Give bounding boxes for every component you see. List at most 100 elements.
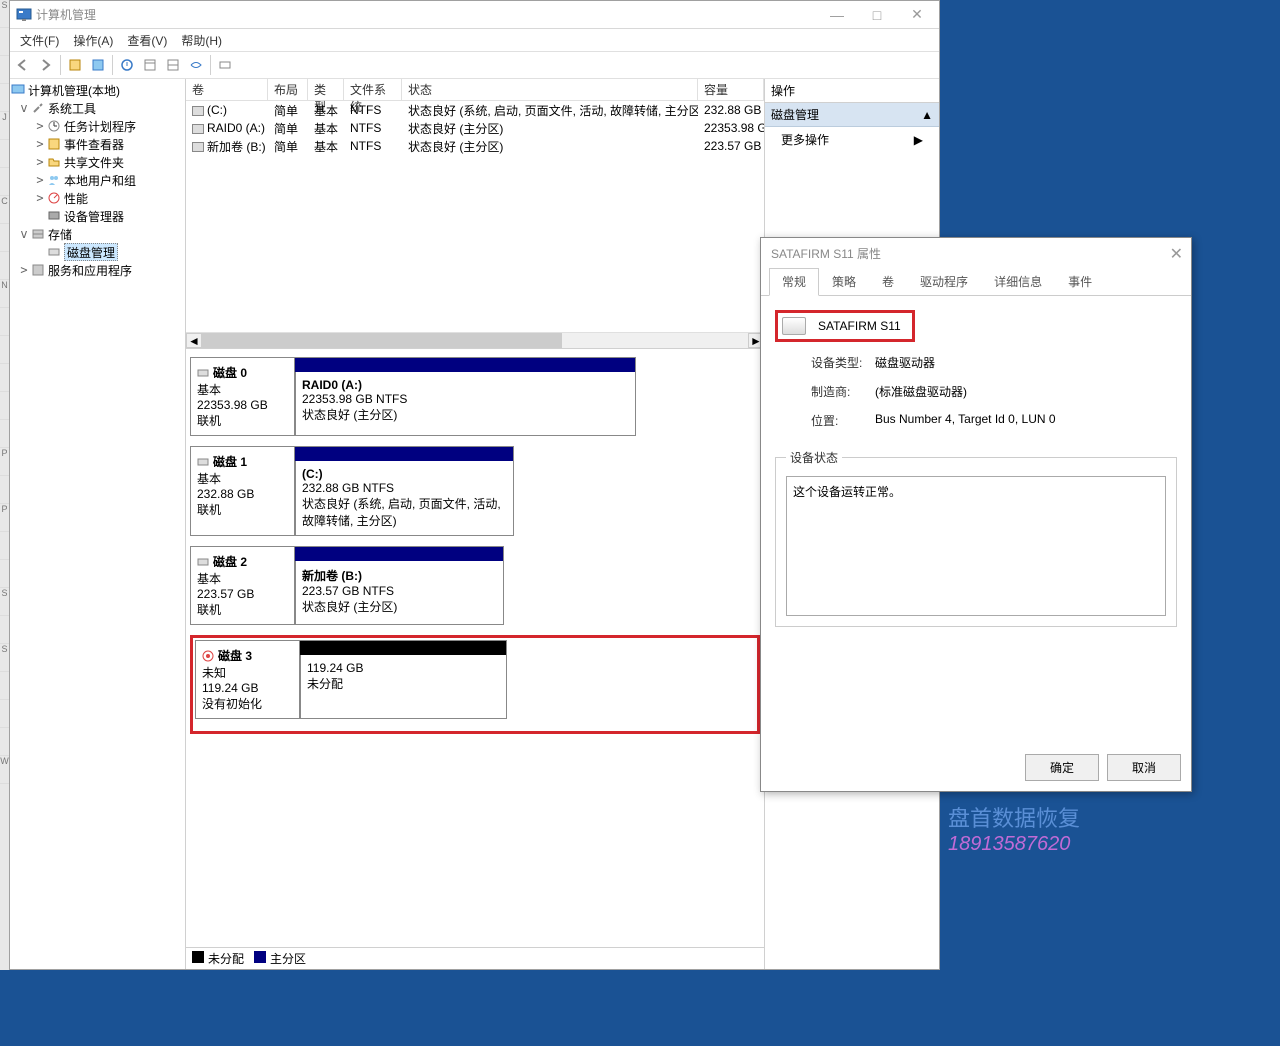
- volume-row[interactable]: (C:)简单基本NTFS状态良好 (系统, 启动, 页面文件, 活动, 故障转储…: [186, 101, 764, 119]
- tab-driver[interactable]: 驱动程序: [907, 268, 981, 295]
- expand-icon[interactable]: >: [34, 155, 46, 169]
- col-fs[interactable]: 文件系统: [344, 79, 402, 100]
- prop-device-type: 设备类型: 磁盘驱动器: [775, 354, 1177, 371]
- collapse-icon[interactable]: v: [18, 227, 30, 241]
- disk-partition[interactable]: 119.24 GB未分配: [300, 641, 506, 718]
- volume-table[interactable]: 卷 布局 类型 文件系统 状态 容量 (C:)简单基本NTFS状态良好 (系统,…: [186, 79, 764, 349]
- col-status[interactable]: 状态: [402, 79, 698, 100]
- tab-details[interactable]: 详细信息: [981, 268, 1055, 295]
- storage-icon: [30, 226, 46, 242]
- device-header: SATAFIRM S11: [775, 310, 915, 342]
- tool-icon-4[interactable]: [139, 54, 161, 76]
- disk-info: 磁盘 1基本232.88 GB联机: [191, 447, 295, 535]
- tree-system-tools[interactable]: v 系统工具: [10, 99, 185, 117]
- ide-left-strip: SJCNPPSSW: [0, 0, 9, 970]
- dialog-title[interactable]: SATAFIRM S11 属性: [761, 238, 1191, 268]
- status-textbox[interactable]: 这个设备运转正常。: [786, 476, 1166, 616]
- tool-icon-6[interactable]: [185, 54, 207, 76]
- tab-general[interactable]: 常规: [769, 268, 819, 296]
- disk-drive-icon: [782, 317, 806, 335]
- tool-icon-5[interactable]: [162, 54, 184, 76]
- actions-group[interactable]: 磁盘管理 ▲: [765, 103, 939, 127]
- expand-icon[interactable]: >: [18, 263, 30, 277]
- scroll-thumb[interactable]: [202, 333, 562, 348]
- maximize-button[interactable]: □: [857, 1, 897, 28]
- col-layout[interactable]: 布局: [268, 79, 308, 100]
- forward-button[interactable]: [35, 54, 57, 76]
- tab-volume[interactable]: 卷: [869, 268, 907, 295]
- tab-policy[interactable]: 策略: [819, 268, 869, 295]
- disk-partition[interactable]: RAID0 (A:)22353.98 GB NTFS状态良好 (主分区): [295, 358, 635, 435]
- disk-partition[interactable]: (C:)232.88 GB NTFS状态良好 (系统, 启动, 页面文件, 活动…: [295, 447, 513, 535]
- disk-block[interactable]: 磁盘 2基本223.57 GB联机新加卷 (B:)223.57 GB NTFS状…: [190, 546, 504, 625]
- col-type[interactable]: 类型: [308, 79, 344, 100]
- disk-block[interactable]: 磁盘 1基本232.88 GB联机(C:)232.88 GB NTFS状态良好 …: [190, 446, 514, 536]
- minimize-button[interactable]: —: [817, 1, 857, 28]
- event-icon: [46, 136, 62, 152]
- main-panel: 卷 布局 类型 文件系统 状态 容量 (C:)简单基本NTFS状态良好 (系统,…: [186, 79, 765, 969]
- close-button[interactable]: ✕: [897, 1, 937, 28]
- disk-icon: [46, 244, 62, 260]
- watermark: 盘首数据恢复 18913587620: [948, 801, 1080, 856]
- submenu-icon: ▶: [914, 133, 923, 147]
- prop-manufacturer: 制造商: (标准磁盘驱动器): [775, 383, 1177, 400]
- collapse-icon[interactable]: v: [18, 101, 30, 115]
- tab-events[interactable]: 事件: [1055, 268, 1105, 295]
- expand-icon[interactable]: >: [34, 119, 46, 133]
- tree-event-viewer[interactable]: > 事件查看器: [10, 135, 185, 153]
- app-icon: [16, 7, 32, 23]
- menu-action[interactable]: 操作(A): [67, 30, 119, 51]
- col-volume[interactable]: 卷: [186, 79, 268, 100]
- folder-icon: [46, 154, 62, 170]
- disk-block[interactable]: 磁盘 0基本22353.98 GB联机RAID0 (A:)22353.98 GB…: [190, 357, 636, 436]
- tools-icon: [30, 100, 46, 116]
- titlebar[interactable]: 计算机管理 — □ ✕: [10, 1, 939, 29]
- performance-icon: [46, 190, 62, 206]
- volume-row[interactable]: 新加卷 (B:)简单基本NTFS状态良好 (主分区)223.57 GB: [186, 137, 764, 155]
- back-button[interactable]: [12, 54, 34, 76]
- dialog-tabs: 常规 策略 卷 驱动程序 详细信息 事件: [761, 268, 1191, 296]
- tool-icon-2[interactable]: [87, 54, 109, 76]
- menu-file[interactable]: 文件(F): [14, 30, 65, 51]
- device-status-group: 设备状态 这个设备运转正常。: [775, 449, 1177, 627]
- legend: 未分配 主分区: [186, 947, 764, 969]
- tree-performance[interactable]: > 性能: [10, 189, 185, 207]
- cancel-button[interactable]: 取消: [1107, 754, 1181, 781]
- tree-services[interactable]: > 服务和应用程序: [10, 261, 185, 279]
- collapse-icon[interactable]: ▲: [921, 108, 933, 122]
- device-icon: [46, 208, 62, 224]
- disk-partition[interactable]: 新加卷 (B:)223.57 GB NTFS状态良好 (主分区): [295, 547, 503, 624]
- toolbar: [10, 51, 939, 79]
- menu-view[interactable]: 查看(V): [121, 30, 173, 51]
- legend-primary-swatch: [254, 951, 266, 963]
- dialog-close-icon[interactable]: ✕: [1170, 244, 1183, 264]
- volume-row[interactable]: RAID0 (A:)简单基本NTFS状态良好 (主分区)22353.98 G: [186, 119, 764, 137]
- tool-icon-3[interactable]: [116, 54, 138, 76]
- menu-help[interactable]: 帮助(H): [175, 30, 228, 51]
- expand-icon[interactable]: >: [34, 191, 46, 205]
- tree-storage[interactable]: v 存储: [10, 225, 185, 243]
- tree-shared-folders[interactable]: > 共享文件夹: [10, 153, 185, 171]
- legend-unalloc-swatch: [192, 951, 204, 963]
- tree-root[interactable]: 计算机管理(本地): [10, 81, 185, 99]
- expand-icon[interactable]: >: [34, 173, 46, 187]
- nav-tree[interactable]: 计算机管理(本地) v 系统工具 > 任务计划程序 > 事件查看器 > 共享文件…: [10, 79, 186, 969]
- ok-button[interactable]: 确定: [1025, 754, 1099, 781]
- tree-task-scheduler[interactable]: > 任务计划程序: [10, 117, 185, 135]
- tree-device-manager[interactable]: 设备管理器: [10, 207, 185, 225]
- tool-icon-7[interactable]: [214, 54, 236, 76]
- disk-info: 磁盘 2基本223.57 GB联机: [191, 547, 295, 624]
- tool-icon-1[interactable]: [64, 54, 86, 76]
- disk-block[interactable]: 磁盘 3未知119.24 GB没有初始化119.24 GB未分配: [195, 640, 507, 719]
- col-capacity[interactable]: 容量: [698, 79, 764, 100]
- tree-disk-mgmt[interactable]: 磁盘管理: [10, 243, 185, 261]
- expand-icon[interactable]: >: [34, 137, 46, 151]
- actions-more[interactable]: 更多操作 ▶: [765, 127, 939, 152]
- actions-header: 操作: [765, 79, 939, 103]
- properties-dialog[interactable]: SATAFIRM S11 属性 ✕ 常规 策略 卷 驱动程序 详细信息 事件 S…: [760, 237, 1192, 792]
- h-scrollbar[interactable]: ◄ ►: [186, 332, 764, 348]
- scroll-left-icon[interactable]: ◄: [186, 333, 202, 348]
- disk-graphic-panel[interactable]: 磁盘 0基本22353.98 GB联机RAID0 (A:)22353.98 GB…: [186, 349, 764, 947]
- dialog-body: SATAFIRM S11 设备类型: 磁盘驱动器 制造商: (标准磁盘驱动器) …: [761, 296, 1191, 744]
- tree-local-users[interactable]: > 本地用户和组: [10, 171, 185, 189]
